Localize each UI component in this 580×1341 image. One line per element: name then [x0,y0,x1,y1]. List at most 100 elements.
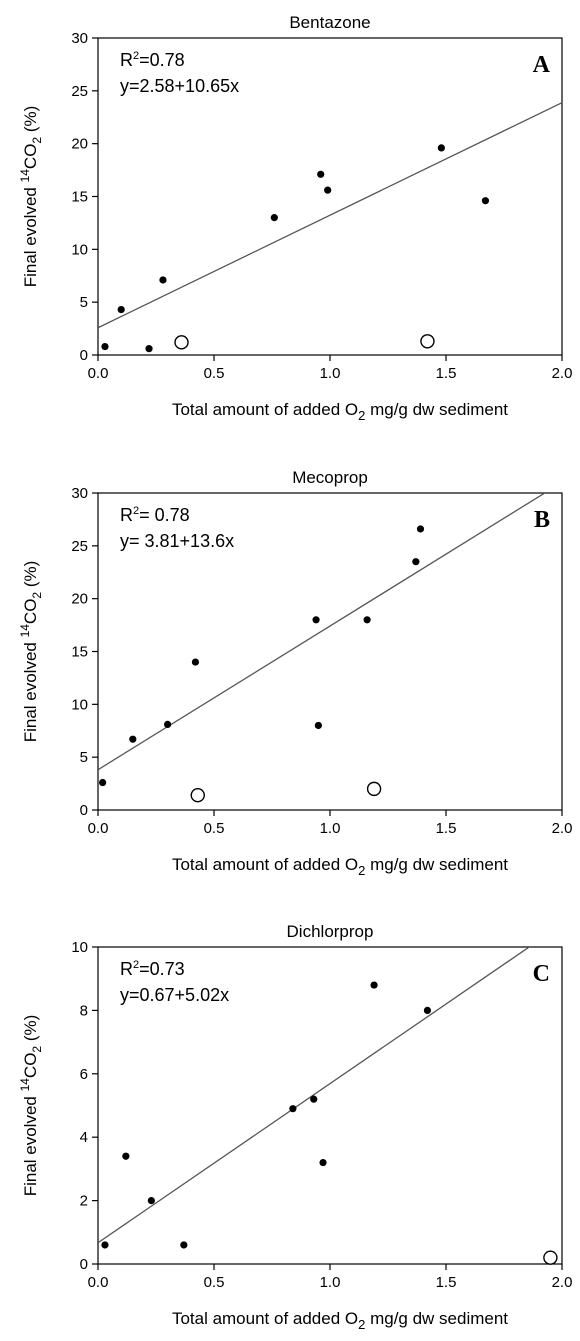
data-point-filled [437,144,445,152]
x-axis-label-subscript: 2 [358,1317,365,1332]
r-squared-annotation: R2=0.73 [120,959,185,979]
chart-panel-b: Mecoprop 0.0 0.5 1.0 1.5 2.0 0 5 10 15 20 25 30 Total… [18,468,572,878]
y-tick-label: 8 [80,1002,88,1019]
x-tick-label: 2.0 [552,820,573,837]
y-tick-label: 30 [71,30,88,47]
data-point-filled [314,721,322,730]
data-point-filled [310,1095,318,1103]
y-axis-label-superscript: 14 [18,624,32,638]
x-axis-label: Total amount of added O2 mg/g dw sedimen… [172,400,508,423]
data-point-filled [101,1241,109,1249]
data-point-filled [164,720,172,729]
x-tick-label: 0.0 [88,1274,109,1291]
r-squared-value: =0.73 [139,959,185,979]
x-tick-label: 1.5 [436,365,457,382]
x-axis-label-unit: mg/g dw sediment [365,1309,508,1328]
y-tick-label: 4 [80,1129,88,1146]
r-squared-annotation: R2=0.78 [120,50,185,70]
y-axis-label-subscript: 2 [30,592,44,599]
r-squared-symbol: R [120,505,133,525]
x-tick-label: 1.0 [320,365,341,382]
y-tick-label: 10 [71,696,88,713]
r-squared-superscript: 2 [133,505,139,517]
data-point-open [174,335,189,350]
regression-equation: y=2.58+10.65x [120,76,239,96]
data-point-open [190,788,205,803]
regression-line [98,947,531,1244]
y-axis-label: Final evolved 14CO2 (%) [18,561,44,743]
y-tick-label: 6 [80,1066,88,1083]
x-tick-label: 1.0 [320,1274,341,1291]
x-axis-label-text: Total amount of added O [172,400,358,419]
data-point-filled [317,170,325,178]
x-axis-label: Total amount of added O2 mg/g dw sedimen… [172,1309,508,1332]
r-squared-symbol: R [120,50,133,70]
x-tick-label: 1.5 [436,1274,457,1291]
x-tick-label: 2.0 [552,1274,573,1291]
y-tick-label: 10 [71,241,88,258]
r-squared-value: = 0.78 [139,505,190,525]
y-tick-label: 15 [71,644,88,661]
data-point-filled [481,197,490,205]
panel-letter: B [534,507,550,533]
chart-title: Dichlorprop [287,922,374,941]
y-tick-label: 20 [71,136,88,153]
regression-line [98,493,547,771]
y-axis-label-compound: CO [21,599,40,625]
y-axis-label-superscript: 14 [18,169,32,183]
x-axis-label-text: Total amount of added O [172,1309,358,1328]
y-axis-label-compound: CO [21,144,40,170]
data-point-filled [159,276,167,284]
data-point-open [543,1250,558,1265]
y-tick-label: 2 [80,1193,88,1210]
data-point-filled [191,658,200,666]
r-squared-annotation: R2= 0.78 [120,505,190,525]
data-point-filled [319,1158,327,1167]
y-tick-label: 25 [71,83,88,100]
data-point-filled [270,214,278,222]
y-tick-label: 15 [71,189,88,206]
y-axis-label-subscript: 2 [30,1046,44,1053]
x-axis-label-subscript: 2 [358,408,365,423]
data-point-filled [416,525,425,533]
x-tick-label: 0.5 [204,365,225,382]
data-point-filled [412,558,420,566]
y-axis-label-text: Final evolved [21,1091,40,1196]
chart-panel-c: Dichlorprop 0.0 0.5 1.0 1.5 2.0 0 2 4 6 8 10 Total a… [18,922,572,1332]
panel-letter: C [533,961,550,987]
data-point-filled [363,616,371,624]
data-point-filled [99,778,107,787]
x-tick-label: 0.5 [204,1274,225,1291]
data-point-filled [289,1105,297,1113]
y-axis-label-text: Final evolved [21,637,40,742]
y-axis-label-text: Final evolved [21,182,40,287]
panel-letter: A [533,52,551,78]
y-axis-label-superscript: 14 [18,1078,32,1092]
y-tick-label: 0 [80,1256,88,1273]
y-tick-label: 0 [80,347,88,364]
regression-equation: y= 3.81+13.6x [120,531,234,551]
r-squared-value: =0.78 [139,50,185,70]
chart-title: Bentazone [289,13,370,32]
x-tick-label: 0.5 [204,820,225,837]
y-axis-label-compound: CO [21,1053,40,1079]
regression-line [98,102,562,329]
y-tick-label: 20 [71,591,88,608]
y-tick-label: 0 [80,802,88,819]
y-axis-label-unit: (%) [21,106,40,137]
regression-equation: y=0.67+5.02x [120,985,229,1005]
data-point-open [420,334,435,349]
x-tick-label: 0.0 [88,820,109,837]
data-point-filled [117,305,125,314]
y-tick-label: 10 [71,939,88,956]
x-axis-label-unit: mg/g dw sediment [365,855,508,874]
x-tick-label: 1.0 [320,820,341,837]
x-tick-label: 0.0 [88,365,109,382]
y-tick-label: 25 [71,538,88,555]
data-point-filled [147,1197,155,1205]
y-tick-label: 30 [71,485,88,502]
data-point-filled [122,1152,130,1160]
y-axis-label-unit: (%) [21,1015,40,1046]
y-axis-label: Final evolved 14CO2 (%) [18,1015,44,1197]
